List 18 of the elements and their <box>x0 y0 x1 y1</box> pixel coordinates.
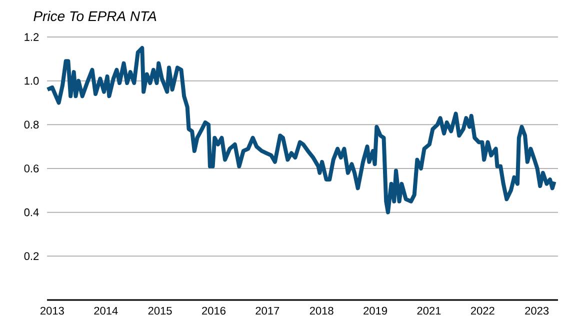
y-tick-label: 1.2 <box>24 33 39 41</box>
y-tick-label: 1.0 <box>24 76 39 85</box>
y-tick-label: 0.6 <box>24 164 39 172</box>
x-tick-label: 2021 <box>417 306 441 315</box>
x-tick-label: 2022 <box>470 306 494 315</box>
x-tick-label: 2017 <box>256 306 280 315</box>
y-tick-label: 0.8 <box>24 120 39 129</box>
x-tick-label: 2023 <box>525 306 549 315</box>
y-tick-label: 0.4 <box>24 208 39 216</box>
x-tick-label: 2019 <box>364 306 387 315</box>
chart-title: Price To EPRA NTA <box>34 10 156 22</box>
x-tick-label: 2015 <box>148 306 172 315</box>
x-tick-label: 2018 <box>310 306 334 315</box>
x-tick-label: 2014 <box>94 306 118 315</box>
line-series <box>45 46 556 214</box>
y-tick-label: 0.2 <box>24 252 39 260</box>
x-tick-label: 2016 <box>202 306 226 315</box>
x-tick-label: 2013 <box>40 306 64 315</box>
